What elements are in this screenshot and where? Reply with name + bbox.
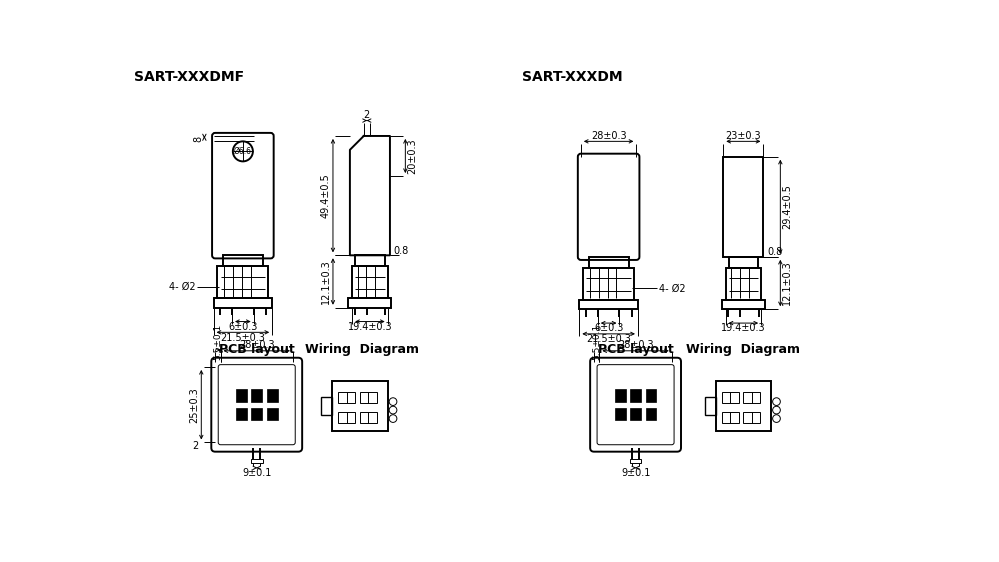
Bar (630, 389, 641, 402)
Bar (705, 397, 715, 415)
Text: 28±0.3: 28±0.3 (239, 339, 275, 350)
Bar (715, 381, 771, 431)
Bar (214, 298, 272, 307)
Text: 0.8: 0.8 (394, 246, 409, 256)
Bar (614, 389, 625, 402)
Text: 5.5±0.1: 5.5±0.1 (591, 324, 600, 360)
Text: 2: 2 (364, 110, 370, 120)
Bar (360, 413, 377, 423)
Bar (583, 268, 634, 300)
Bar (360, 392, 377, 403)
Text: SART-XXXDMF: SART-XXXDMF (134, 70, 244, 84)
Bar (267, 389, 278, 402)
Text: 6±0.3: 6±0.3 (594, 324, 623, 333)
Text: 9±0.1: 9±0.1 (621, 468, 650, 478)
Text: 19.4±0.3: 19.4±0.3 (348, 322, 393, 332)
Text: 2: 2 (192, 441, 198, 451)
Bar (579, 300, 638, 309)
Bar (218, 266, 269, 298)
Bar (728, 257, 758, 268)
Bar (725, 268, 761, 300)
Bar (630, 408, 641, 420)
Text: Wiring  Diagram: Wiring Diagram (306, 343, 420, 356)
Bar (645, 389, 656, 402)
Bar (252, 408, 262, 420)
Text: 8: 8 (193, 135, 203, 142)
Bar (251, 459, 263, 463)
Bar (252, 389, 262, 402)
Text: 0.8: 0.8 (767, 247, 782, 257)
Bar (588, 257, 628, 268)
Bar (723, 157, 763, 257)
Text: Ø6.6: Ø6.6 (234, 147, 252, 156)
Bar (629, 459, 641, 463)
Bar (743, 413, 760, 423)
Bar (743, 392, 760, 403)
Text: 12.1±0.3: 12.1±0.3 (321, 259, 331, 304)
Bar (349, 298, 392, 307)
Bar (722, 413, 738, 423)
Bar (267, 408, 278, 420)
Text: 23±0.3: 23±0.3 (725, 131, 761, 141)
Bar (339, 392, 356, 403)
Bar (356, 255, 385, 266)
Text: 28±0.3: 28±0.3 (590, 131, 626, 141)
Bar (339, 413, 356, 423)
Bar (722, 392, 738, 403)
Text: 6±0.3: 6±0.3 (228, 322, 258, 332)
Bar (236, 408, 247, 420)
Text: SART-XXXDM: SART-XXXDM (521, 70, 622, 84)
Text: 12.1±0.3: 12.1±0.3 (782, 261, 792, 305)
Text: 20±0.3: 20±0.3 (408, 138, 418, 174)
Bar (322, 397, 333, 415)
Text: 4- Ø2: 4- Ø2 (169, 282, 196, 292)
Text: 21.5±0.3: 21.5±0.3 (586, 334, 631, 345)
Text: Wiring  Diagram: Wiring Diagram (686, 343, 800, 356)
Bar (645, 408, 656, 420)
Text: 28±0.3: 28±0.3 (617, 339, 653, 350)
Text: 9±0.1: 9±0.1 (242, 468, 272, 478)
Bar (722, 300, 765, 309)
Text: PCB layout: PCB layout (597, 343, 673, 356)
Text: 5.5±0.1: 5.5±0.1 (213, 324, 222, 360)
Bar (236, 389, 247, 402)
Text: PCB layout: PCB layout (219, 343, 295, 356)
Text: 25±0.3: 25±0.3 (190, 387, 200, 423)
Text: 19.4±0.3: 19.4±0.3 (721, 324, 765, 333)
Text: 49.4±0.5: 49.4±0.5 (321, 173, 331, 218)
Bar (614, 408, 625, 420)
Text: 21.5±0.3: 21.5±0.3 (221, 333, 266, 343)
Text: 29.4±0.5: 29.4±0.5 (782, 184, 792, 229)
Bar (223, 255, 263, 266)
Bar (333, 381, 388, 431)
Text: 4- Ø2: 4- Ø2 (658, 283, 685, 293)
Bar (353, 266, 388, 298)
